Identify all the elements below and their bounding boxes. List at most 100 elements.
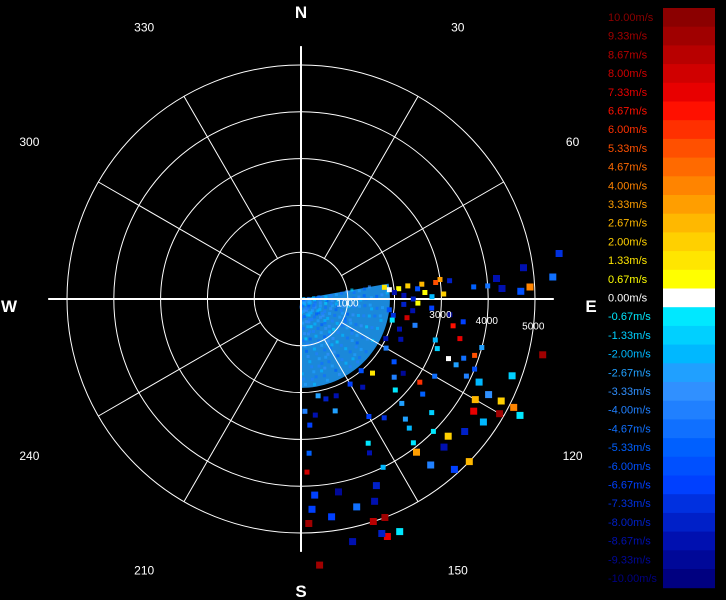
- fan-texture-cell: [324, 305, 327, 309]
- velocity-point: [444, 432, 452, 440]
- velocity-point: [335, 488, 342, 496]
- velocity-point: [441, 291, 447, 297]
- colorbar-label: 4.67m/s: [608, 162, 648, 174]
- fan-texture-cell: [313, 382, 316, 386]
- fan-texture-cell: [339, 309, 343, 313]
- velocity-point: [311, 491, 319, 499]
- fan-texture-cell: [345, 336, 349, 340]
- velocity-point: [405, 283, 411, 289]
- velocity-point: [415, 286, 421, 292]
- fan-texture-cell: [319, 315, 323, 319]
- fan-texture-cell: [348, 350, 352, 354]
- velocity-point: [479, 418, 487, 426]
- colorbar-label: 2.67m/s: [608, 218, 648, 230]
- velocity-point: [391, 290, 397, 295]
- colorbar-swatch: [663, 550, 715, 570]
- west-label: W: [1, 297, 18, 316]
- fan-texture-cell: [332, 350, 336, 354]
- fan-texture-cell: [353, 353, 357, 357]
- fan-texture-cell: [365, 325, 369, 329]
- polar-grid: [48, 46, 554, 552]
- fan-texture-cell: [348, 365, 352, 369]
- fan-texture-cell: [354, 323, 358, 327]
- velocity-point: [496, 410, 504, 418]
- velocity-point: [372, 482, 380, 490]
- fan-texture-cell: [315, 312, 318, 316]
- velocity-point: [475, 378, 483, 386]
- velocity-point: [410, 296, 416, 302]
- velocity-point: [404, 315, 410, 321]
- fan-texture-cell: [369, 296, 373, 300]
- fan-texture-cell: [356, 314, 360, 317]
- velocity-point: [358, 368, 364, 374]
- fan-texture-cell: [375, 294, 379, 298]
- colorbar-swatch: [663, 438, 715, 458]
- fan-texture-cell: [368, 303, 372, 307]
- fan-texture-cell: [334, 293, 338, 297]
- colorbar-label: -5.33m/s: [608, 442, 651, 454]
- velocity-point: [386, 307, 392, 313]
- fan-texture-cell: [324, 326, 328, 330]
- colorbar-label: 6.67m/s: [608, 106, 648, 118]
- fan-texture-cell: [320, 323, 324, 327]
- velocity-point: [453, 362, 459, 368]
- fan-texture-cell: [304, 382, 307, 386]
- velocity-point: [555, 250, 563, 257]
- fan-texture-cell: [355, 333, 359, 337]
- colorbar-label: -3.33m/s: [608, 386, 651, 398]
- velocity-point: [430, 428, 436, 434]
- fan-texture-cell: [332, 327, 336, 331]
- fan-texture-cell: [330, 304, 334, 308]
- azimuth-label: 300: [19, 135, 39, 149]
- velocity-point: [412, 322, 418, 328]
- fan-texture-cell: [311, 306, 315, 310]
- fan-texture-cell: [306, 355, 310, 358]
- velocity-point: [397, 326, 402, 332]
- fan-texture-cell: [330, 343, 334, 347]
- colorbar-label: -9.33m/s: [608, 554, 651, 566]
- fan-texture-cell: [315, 352, 319, 356]
- colorbar-label: 9.33m/s: [608, 31, 648, 43]
- fan-texture-cell: [310, 318, 314, 321]
- velocity-point: [381, 415, 387, 421]
- fan-texture-cell: [333, 313, 337, 317]
- azimuth-label: 30: [451, 20, 465, 34]
- velocity-point: [308, 505, 316, 513]
- velocity-point: [366, 414, 372, 419]
- velocity-point: [360, 384, 366, 390]
- fan-texture-cell: [305, 313, 309, 317]
- colorbar-swatch: [663, 419, 715, 439]
- velocity-point: [446, 356, 451, 362]
- fan-texture-cell: [327, 324, 331, 328]
- velocity-point: [549, 273, 557, 281]
- colorbar-label: -8.00m/s: [608, 517, 651, 529]
- colorbar-label: -10.00m/s: [608, 573, 657, 585]
- north-label: N: [295, 3, 307, 22]
- fan-texture-cell: [359, 324, 363, 328]
- velocity-point: [457, 336, 463, 342]
- fan-texture-cell: [348, 318, 352, 322]
- fan-texture-cell: [340, 311, 344, 315]
- fan-texture-cell: [310, 342, 314, 346]
- velocity-point: [367, 450, 372, 456]
- velocity-point: [493, 275, 500, 282]
- east-label: E: [585, 297, 596, 316]
- velocity-point: [437, 277, 443, 282]
- velocity-point: [433, 280, 439, 285]
- fan-texture-cell: [321, 314, 325, 318]
- fan-texture-cell: [347, 305, 351, 308]
- range-label: 4000: [476, 316, 499, 327]
- velocity-point: [383, 345, 389, 351]
- velocity-point: [470, 407, 478, 415]
- velocity-point: [485, 283, 491, 289]
- velocity-point: [447, 312, 453, 318]
- fan-texture-cell: [320, 369, 324, 373]
- velocity-point: [391, 359, 397, 365]
- fan-texture-cell: [344, 361, 348, 365]
- velocity-point: [401, 292, 407, 298]
- fan-texture-cell: [362, 294, 366, 298]
- fan-texture-cell: [365, 337, 369, 341]
- fan-texture-cell: [357, 304, 361, 308]
- velocity-point: [349, 538, 357, 546]
- fan-texture-cell: [350, 288, 354, 292]
